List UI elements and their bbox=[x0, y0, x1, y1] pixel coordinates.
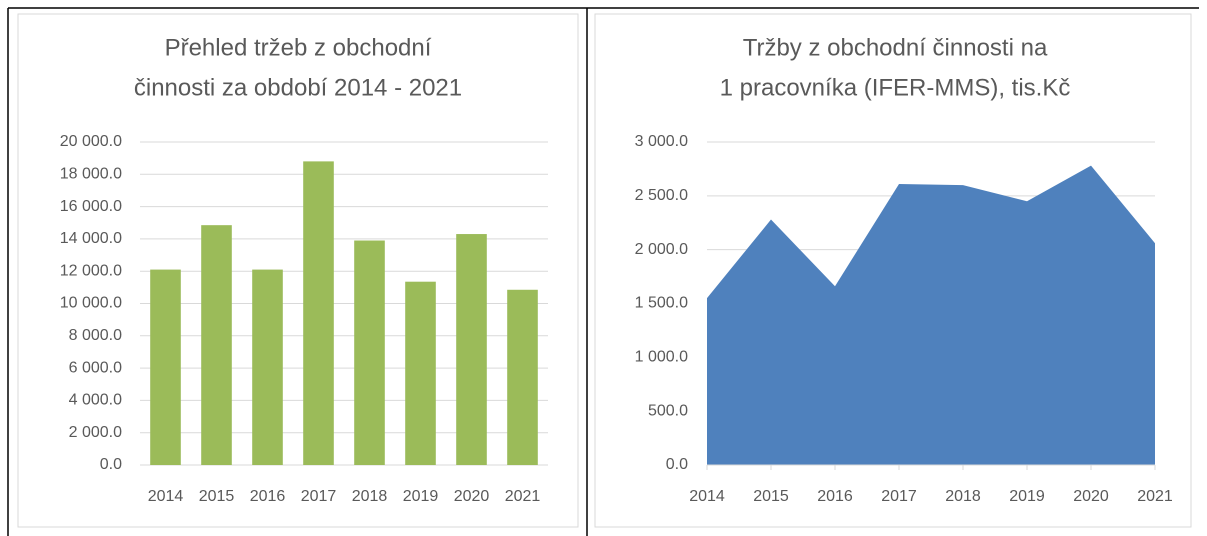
y-tick-label: 12 000.0 bbox=[60, 262, 122, 279]
bar bbox=[456, 234, 487, 465]
x-tick-label: 2014 bbox=[148, 488, 184, 505]
bar bbox=[507, 289, 538, 465]
x-tick-label: 2015 bbox=[753, 488, 789, 505]
y-tick-label: 20 000.0 bbox=[60, 133, 122, 150]
chart-title: Přehled tržeb z obchodní bbox=[165, 34, 432, 61]
x-tick-label: 2018 bbox=[352, 488, 388, 505]
bar bbox=[303, 161, 334, 465]
y-tick-label: 16 000.0 bbox=[60, 198, 122, 215]
y-tick-label: 18 000.0 bbox=[60, 166, 122, 183]
bar bbox=[354, 240, 385, 465]
chart-title: činnosti za období 2014 - 2021 bbox=[134, 74, 462, 101]
x-tick-label: 2018 bbox=[945, 488, 981, 505]
y-tick-label: 14 000.0 bbox=[60, 230, 122, 247]
x-tick-label: 2017 bbox=[301, 488, 337, 505]
x-tick-label: 2015 bbox=[199, 488, 235, 505]
x-tick-label: 2020 bbox=[1073, 488, 1109, 505]
x-tick-label: 2021 bbox=[1137, 488, 1173, 505]
x-tick-label: 2016 bbox=[250, 488, 286, 505]
y-tick-label: 2 000.0 bbox=[69, 424, 122, 441]
chart-title: Tržby z obchodní činnosti na bbox=[743, 34, 1048, 61]
chart-title: 1 pracovníka (IFER-MMS), tis.Kč bbox=[720, 74, 1071, 101]
x-tick-label: 2021 bbox=[505, 488, 541, 505]
y-tick-label: 2 500.0 bbox=[635, 187, 688, 204]
y-tick-label: 3 000.0 bbox=[635, 133, 688, 150]
x-tick-label: 2016 bbox=[817, 488, 853, 505]
x-tick-label: 2019 bbox=[1009, 488, 1045, 505]
y-tick-label: 1 500.0 bbox=[635, 295, 688, 312]
x-tick-label: 2014 bbox=[689, 488, 725, 505]
y-tick-label: 0.0 bbox=[100, 456, 122, 473]
x-tick-label: 2020 bbox=[454, 488, 490, 505]
bar bbox=[201, 225, 232, 465]
bar bbox=[150, 269, 181, 465]
bar bbox=[405, 281, 436, 465]
x-tick-label: 2017 bbox=[881, 488, 917, 505]
y-tick-label: 500.0 bbox=[648, 402, 688, 419]
y-tick-label: 4 000.0 bbox=[69, 392, 122, 409]
y-tick-label: 10 000.0 bbox=[60, 295, 122, 312]
bar bbox=[252, 269, 283, 465]
y-tick-label: 2 000.0 bbox=[635, 241, 688, 258]
x-tick-label: 2019 bbox=[403, 488, 439, 505]
y-tick-label: 1 000.0 bbox=[635, 349, 688, 366]
area bbox=[707, 165, 1155, 466]
y-tick-label: 0.0 bbox=[666, 456, 688, 473]
y-tick-label: 8 000.0 bbox=[69, 327, 122, 344]
y-tick-label: 6 000.0 bbox=[69, 359, 122, 376]
